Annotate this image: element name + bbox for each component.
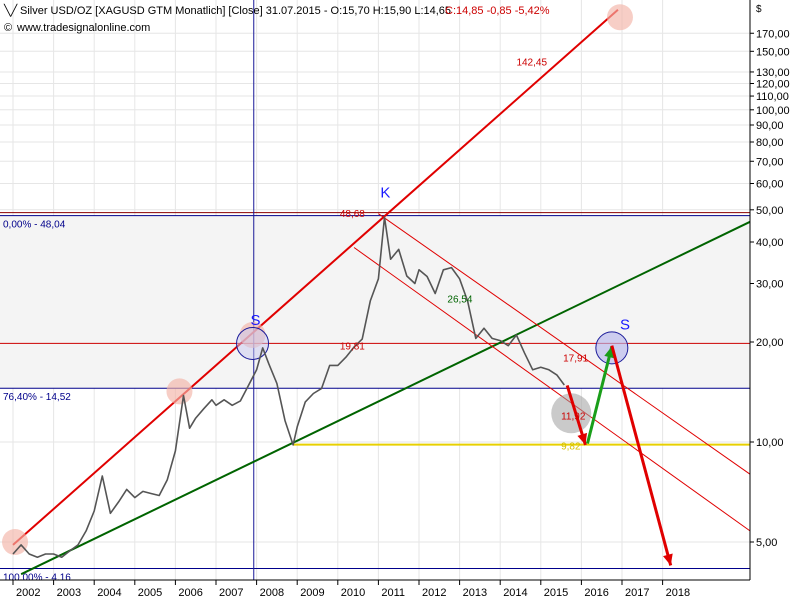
value-label: 48,68: [340, 209, 365, 220]
fib-level-label: 76,40% - 14,52: [3, 392, 71, 403]
x-tick-label: 2003: [57, 587, 81, 599]
arrow-down-1: [565, 384, 588, 446]
value-label: 26,54: [447, 294, 472, 305]
y-tick-label: 70,00: [756, 156, 784, 168]
y-tick-label: 30,00: [756, 279, 784, 291]
y-axis-unit: $: [756, 4, 762, 15]
value-label: 142,45: [516, 57, 547, 68]
y-tick-label: 120,00: [756, 79, 790, 91]
uptrend-line-red: [12, 9, 619, 546]
y-tick-label: 100,00: [756, 105, 790, 117]
y-axis-panel: [750, 0, 800, 600]
x-tick-label: 2017: [625, 587, 649, 599]
x-tick-label: 2002: [16, 587, 40, 599]
y-tick-label: 10,00: [756, 437, 784, 449]
y-tick-label: 170,00: [756, 28, 790, 40]
y-tick-label: 60,00: [756, 179, 784, 191]
fib-level-label: 100,00% - 4,16: [3, 573, 71, 584]
value-label: 17,91: [563, 353, 588, 364]
x-tick-label: 2015: [544, 587, 568, 599]
downtrend-channel-lower: [353, 247, 751, 532]
y-tick-label: 50,00: [756, 205, 784, 217]
series-line: [12, 216, 565, 558]
marker-k: K: [380, 184, 390, 201]
x-tick-label: 2008: [260, 587, 284, 599]
touch-circle: [166, 378, 193, 405]
x-tick-label: 2010: [341, 587, 365, 599]
y-tick-label: 5,00: [756, 537, 777, 549]
x-tick-label: 2006: [178, 587, 202, 599]
x-axis-panel: [0, 580, 800, 600]
y-tick-label: 110,00: [756, 91, 789, 103]
touch-circle: [2, 529, 29, 555]
x-tick-label: 2018: [666, 587, 690, 599]
support-circle-s1: [236, 326, 270, 360]
x-tick-label: 2005: [138, 587, 162, 599]
arrow-down-2: [610, 345, 673, 566]
x-tick-label: 2012: [422, 587, 446, 599]
touch-circle: [606, 4, 633, 31]
value-label: 9,82: [561, 441, 581, 452]
chart-header: ╲╱ Silver USD/OZ [XAGUSD GTM Monatlich] …: [3, 3, 550, 34]
trend-overlays: 0,00% - 48,04 76,40% - 14,52 100,00% - 4,1…: [0, 0, 751, 584]
marker-s: S: [251, 312, 261, 329]
y-tick-label: 150,00: [756, 46, 790, 58]
arrow-down-1-head: [577, 432, 588, 445]
x-tick-label: 2014: [503, 587, 527, 599]
x-tick-label: 2007: [219, 587, 243, 599]
projection-arrows: [565, 345, 673, 566]
source-link[interactable]: www.tradesignalonline.com: [16, 22, 150, 34]
x-tick-label: 2013: [463, 587, 487, 599]
band-rect: [0, 215, 750, 389]
y-tick-label: 40,00: [756, 237, 784, 249]
value-label: 19,81: [340, 341, 365, 352]
band-shading: [0, 215, 750, 389]
price-series: [12, 216, 565, 558]
y-tick-label: 90,00: [756, 120, 784, 132]
arrow-up-shaft: [586, 346, 614, 444]
x-tick-label: 2004: [97, 587, 121, 599]
value-label: 11,92: [561, 411, 586, 422]
arrow-down-2-head: [663, 553, 673, 566]
y-tick-label: 130,00: [756, 67, 790, 79]
y-tick-label: 80,00: [756, 137, 784, 149]
x-tick-label: 2016: [584, 587, 608, 599]
arrow-down-2-shaft: [610, 345, 673, 566]
copyright-icon: ©: [4, 22, 12, 34]
chart-icon: ╲╱: [3, 3, 19, 17]
downtrend-channel-upper: [378, 213, 751, 475]
uptrend-line-green: [20, 220, 751, 576]
target-circle: [551, 393, 592, 434]
marker-s: S: [620, 317, 630, 334]
y-tick-label: 20,00: [756, 337, 784, 349]
fib-level-label: 0,00% - 48,04: [3, 220, 66, 231]
chart-title: Silver USD/OZ [XAGUSD GTM Monatlich] [Cl…: [20, 5, 451, 17]
chart-change: C:14,85 -0,85 -5,42%: [445, 5, 550, 17]
x-tick-label: 2011: [381, 587, 405, 599]
annotation-labels: 142,45 48,68 19,81 26,54 17,91 11,92 9,82 K S S: [251, 57, 630, 452]
x-tick-label: 2009: [300, 587, 324, 599]
